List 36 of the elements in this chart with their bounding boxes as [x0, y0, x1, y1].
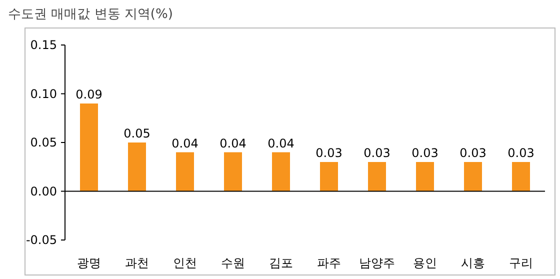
x-tick-label: 파주	[317, 256, 341, 270]
x-tick-label: 시흥	[461, 256, 485, 270]
data-label: 0.03	[460, 146, 486, 160]
x-tick-label: 남양주	[359, 256, 395, 270]
bar	[80, 104, 98, 192]
data-label: 0.03	[316, 146, 342, 160]
x-tick-label: 용인	[413, 256, 437, 270]
bar	[512, 162, 530, 192]
bar	[464, 162, 482, 192]
data-label: 0.09	[76, 88, 102, 102]
bar	[128, 142, 146, 192]
data-label: 0.03	[412, 146, 438, 160]
bar	[176, 152, 194, 192]
y-tick-label: 0.00	[30, 184, 57, 198]
bar	[320, 162, 338, 192]
bar	[224, 152, 242, 192]
x-tick-label: 과천	[125, 256, 149, 270]
data-label: 0.03	[508, 146, 534, 160]
x-tick-label: 인천	[173, 256, 197, 270]
x-tick-label: 구리	[509, 256, 533, 270]
bar	[416, 162, 434, 192]
data-label: 0.04	[268, 136, 294, 150]
bar	[368, 162, 386, 192]
chart-title: 수도권 매매값 변동 지역(%)	[8, 7, 173, 22]
y-tick-label: 0.15	[30, 38, 57, 52]
y-tick-label: 0.05	[30, 136, 57, 150]
data-label: 0.04	[220, 136, 246, 150]
x-tick-label: 수원	[221, 256, 245, 270]
data-label: 0.04	[172, 136, 198, 150]
bar	[272, 152, 290, 192]
x-tick-label: 광명	[77, 256, 101, 270]
y-tick-label: -0.05	[26, 233, 57, 247]
x-tick-label: 김포	[269, 256, 293, 270]
data-label: 0.03	[364, 146, 390, 160]
y-tick-label: 0.10	[30, 86, 57, 101]
data-label: 0.05	[124, 126, 150, 140]
